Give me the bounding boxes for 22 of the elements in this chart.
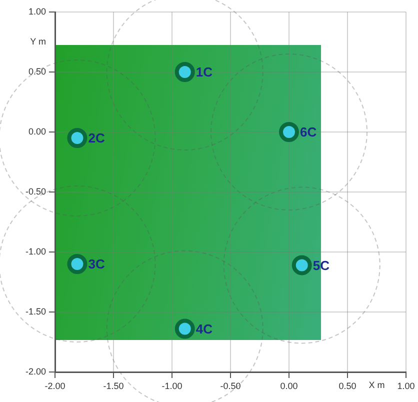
x-tick-label: -2.00	[44, 380, 66, 391]
annotation: 3C	[88, 256, 106, 272]
x-tick-label: -1.00	[162, 380, 182, 391]
y-tick-label: -1.50	[25, 306, 46, 316]
annotation: 5C	[312, 258, 330, 273]
annotation: 1C	[196, 64, 214, 80]
y-tick-label: -2.00	[25, 366, 46, 376]
y-axis-title: Y m	[30, 36, 46, 46]
y-tick-label: -0.50	[25, 186, 46, 196]
annotation: 4C	[196, 321, 214, 336]
y-tick-label: -1.00	[25, 246, 46, 256]
x-tick-label: -0.50	[220, 380, 241, 391]
x-tick-label: 0.00	[280, 380, 298, 391]
x-tick-label: 0.50	[338, 380, 356, 391]
y-tick-label: 1.00	[28, 6, 46, 16]
y-tick-label: 0.50	[28, 66, 46, 76]
x-axis-title: X m	[368, 380, 385, 390]
x-tick-label: -1.50	[103, 380, 124, 391]
annotation: 2C	[88, 130, 106, 146]
x-tick-label: 1.00	[397, 380, 415, 391]
annotation: 6C	[300, 124, 318, 140]
y-tick-label: 0.00	[28, 126, 46, 136]
